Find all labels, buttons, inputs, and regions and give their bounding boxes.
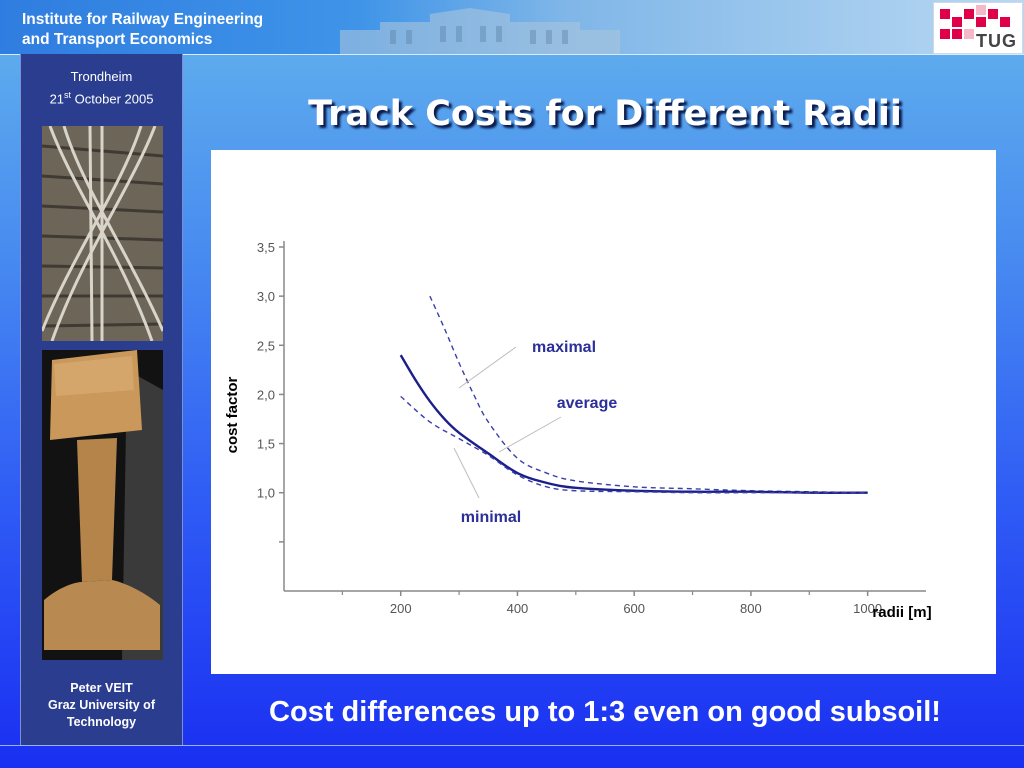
tug-logo: TUG (933, 2, 1023, 54)
y-tick-label: 1,5 (257, 437, 275, 452)
event-city: Trondheim (70, 69, 133, 84)
leader-maximal (458, 346, 517, 389)
y-tick-label: 2,5 (257, 338, 275, 353)
building-photo (340, 8, 620, 54)
logo-text: TUG (976, 31, 1017, 51)
series-label-maximal: maximal (532, 339, 596, 356)
tug-logo-mark (940, 5, 1010, 39)
author-affiliation-1: Graz University of (48, 698, 155, 712)
y-tick-label: 3,5 (257, 240, 275, 255)
x-tick-label: 1000 (853, 601, 882, 616)
chart-series (399, 295, 868, 494)
x-tick-label: 400 (507, 601, 529, 616)
date-day: 21 (49, 91, 65, 107)
leader-minimal (453, 447, 480, 499)
railway-switch-photo (42, 126, 163, 341)
slide-caption: Cost differences up to 1:3 even on good … (269, 696, 941, 728)
event-date: 21st October 2005 (21, 86, 182, 108)
leader-average (498, 416, 562, 453)
date-rest: October 2005 (71, 91, 154, 107)
author-affiliation-2: Technology (66, 715, 137, 729)
y-tick-label: 1,0 (257, 486, 275, 501)
series-maximal-line (429, 295, 868, 494)
author-info: Peter VEIT Graz University of Technology (21, 680, 182, 731)
series-label-average: average (557, 395, 618, 412)
date-suffix: st (64, 90, 72, 100)
series-average-line (399, 354, 868, 494)
chart-axes: 1,0 1,5 2,0 2,5 3,0 3,5 200 400 600 800 1000 (257, 240, 926, 616)
event-info: Trondheim 21st October 2005 (21, 68, 182, 108)
chart-panel: 1,0 1,5 2,0 2,5 3,0 3,5 200 400 600 800 1000 cost … (211, 150, 996, 674)
sidebar: Trondheim 21st October 2005 Peter VEIT G… (20, 54, 183, 745)
rail-profile-photo (42, 350, 163, 660)
x-tick-label: 600 (623, 601, 645, 616)
y-axis-label: cost factor (224, 376, 241, 453)
x-axis-label: radii [m] (872, 604, 931, 621)
chart: 1,0 1,5 2,0 2,5 3,0 3,5 200 400 600 800 1000 cost … (224, 240, 932, 621)
series-minimal-line (400, 395, 868, 494)
header-bar: Institute for Railway Engineering and Tr… (0, 0, 1024, 55)
series-label-minimal: minimal (461, 509, 521, 526)
institute-line-2: and Transport Economics (22, 31, 213, 48)
x-tick-label: 800 (740, 601, 762, 616)
y-tick-label: 3,0 (257, 289, 275, 304)
chart-labels: cost factor radii [m] maximal average minima… (224, 339, 932, 621)
institute-title: Institute for Railway Engineering and Tr… (22, 10, 342, 50)
author-name: Peter VEIT (70, 681, 133, 695)
x-tick-label: 200 (390, 601, 412, 616)
footer-divider (0, 745, 1024, 746)
institute-line-1: Institute for Railway Engineering (22, 11, 264, 28)
slide-title: Track Costs for Different Radii (308, 94, 902, 134)
y-tick-label: 2,0 (257, 387, 275, 402)
